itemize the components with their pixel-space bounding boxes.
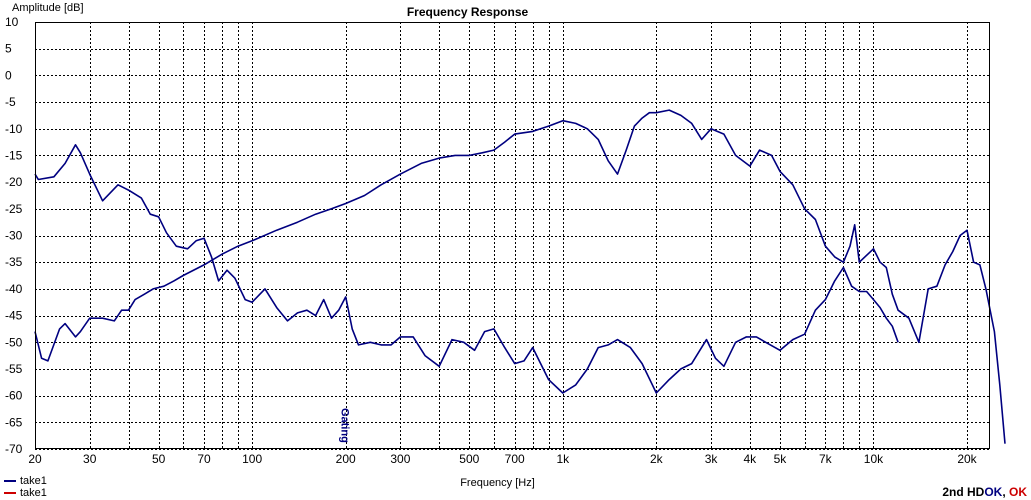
- x-tick-label: 30: [83, 452, 97, 466]
- y-tick-label: -70: [5, 442, 23, 456]
- series-line-2: [34, 109, 1006, 444]
- y-tick-label: -65: [5, 415, 23, 429]
- y-tick-label: -5: [5, 95, 16, 109]
- y-axis-label: Amplitude [dB]: [12, 2, 84, 14]
- y-tick-label: -10: [5, 122, 23, 136]
- x-tick-label: 500: [459, 452, 479, 466]
- x-tick-label: 2k: [650, 452, 664, 466]
- y-tick-label: -30: [5, 229, 23, 243]
- legend-label: take1: [20, 475, 47, 487]
- status-ok-1: OK: [984, 485, 1003, 499]
- x-tick-label: 300: [390, 452, 410, 466]
- x-tick-label: 200: [336, 452, 356, 466]
- y-tick-label: -25: [5, 202, 23, 216]
- gating-annotation: Gating: [339, 408, 351, 443]
- y-tick-label: -55: [5, 362, 23, 376]
- x-tick-label: 20k: [957, 452, 977, 466]
- plot-frame: [35, 22, 990, 449]
- x-tick-label: 20: [28, 452, 42, 466]
- legend-swatch: [4, 480, 16, 482]
- legend-swatch: [4, 492, 16, 494]
- y-tick-label: -35: [5, 255, 23, 269]
- y-tick-label: 10: [5, 15, 19, 29]
- x-tick-label: 700: [505, 452, 525, 466]
- y-tick-label: -45: [5, 309, 23, 323]
- x-tick-label: 10k: [864, 452, 884, 466]
- x-tick-label: 7k: [819, 452, 833, 466]
- series-lines: [34, 109, 1006, 444]
- x-tick-label: 4k: [744, 452, 758, 466]
- y-tick-label: -15: [5, 148, 23, 162]
- legend-item[interactable]: take1: [4, 487, 47, 499]
- status-prefix: 2nd HD: [942, 485, 985, 499]
- x-tick-labels: 20 30 50 70 100 200 300 500 700 1k 2k 3k 4k 5k 7k 10k 20…: [28, 452, 977, 466]
- y-tick-labels: 10 5 0 -5 -10 -15 -20 -25 -30 -35 -40 -45 -50 -55 -60 -…: [5, 15, 23, 456]
- y-tick-label: -20: [5, 175, 23, 189]
- y-tick-label: -50: [5, 335, 23, 349]
- x-tick-label: 50: [152, 452, 166, 466]
- status-separator: ,: [1002, 485, 1009, 499]
- x-tick-label: 5k: [774, 452, 788, 466]
- y-tick-label: -60: [5, 389, 23, 403]
- x-tick-label: 3k: [705, 452, 719, 466]
- x-axis-label: Frequency [Hz]: [460, 477, 535, 489]
- x-tick-label: 1k: [556, 452, 570, 466]
- legend: take1 take1: [4, 475, 47, 499]
- x-tick-label: 70: [197, 452, 211, 466]
- legend-item[interactable]: take1: [4, 475, 47, 487]
- series-line-1: [34, 144, 899, 394]
- grid-lines: [35, 22, 990, 450]
- x-tick-label: 100: [242, 452, 262, 466]
- y-tick-label: 5: [5, 42, 12, 56]
- plot-background: [35, 22, 990, 449]
- y-tick-label: 0: [5, 68, 12, 82]
- status-indicator: 2nd HDOK, OK: [942, 485, 1027, 499]
- chart-title: Frequency Response: [407, 5, 529, 19]
- status-ok-2: OK: [1009, 485, 1027, 499]
- y-tick-label: -40: [5, 282, 23, 296]
- legend-label: take1: [20, 487, 47, 499]
